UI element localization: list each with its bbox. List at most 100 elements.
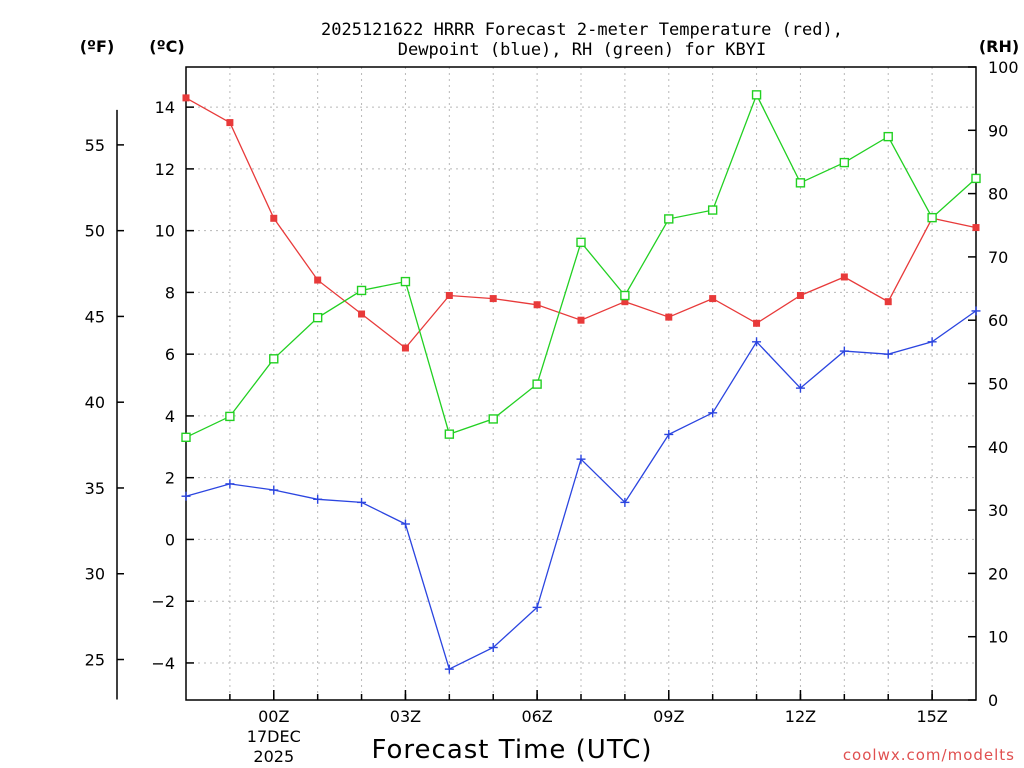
x-tick-label: 15Z	[916, 707, 947, 726]
celsius-tick-label: −2	[151, 592, 175, 611]
x-tick-label: 03Z	[390, 707, 421, 726]
dewpoint-point	[708, 408, 718, 418]
dewpoint-point	[620, 497, 630, 507]
plot-frame	[185, 66, 977, 701]
dewpoint-point	[839, 346, 849, 356]
dewpoint-point	[400, 519, 410, 529]
x-axis-label: Forecast Time (UTC)	[371, 735, 652, 765]
series-line-temperature	[185, 97, 977, 349]
x-tick-sublabel: 2025	[253, 747, 294, 766]
rh-tick-label: 100	[988, 58, 1019, 77]
temperature-point	[884, 298, 892, 306]
dewpoint-point	[883, 349, 893, 359]
chart-title-line-1: 2025121622 HRRR Forecast 2-meter Tempera…	[321, 20, 843, 40]
temperature-point	[489, 295, 497, 303]
data-series	[181, 90, 981, 674]
axes	[116, 66, 977, 701]
dewpoint-point	[576, 454, 586, 464]
dewpoint-point	[225, 479, 235, 489]
x-tick-label: 00Z	[258, 707, 289, 726]
celsius-tick-label: 6	[165, 345, 175, 364]
rh-point	[181, 432, 191, 443]
rh-tick-label: 80	[988, 185, 1008, 204]
series-rh	[181, 90, 981, 443]
temperature-point	[401, 344, 409, 352]
temperature-point	[226, 119, 234, 127]
rh-tick-label: 70	[988, 248, 1008, 267]
dewpoint-point	[181, 491, 191, 501]
temperature-point	[445, 291, 453, 299]
chart-title-line-2: Dewpoint (blue), RH (green) for KBYI	[398, 40, 766, 60]
rh-point	[444, 429, 455, 439]
temperature-point	[621, 298, 629, 306]
dewpoint-point	[357, 497, 367, 507]
dewpoint-point	[269, 485, 279, 495]
temperature-point	[840, 273, 848, 281]
rh-point	[971, 173, 981, 184]
dewpoint-point	[664, 429, 674, 439]
rh-point	[356, 285, 367, 296]
grid-lines	[186, 67, 976, 700]
temperature-point	[358, 310, 366, 318]
rh-point	[664, 214, 674, 224]
rh-point	[488, 414, 498, 424]
fahrenheit-tick-label: 55	[85, 136, 105, 155]
fahrenheit-tick-label: 50	[85, 222, 105, 241]
tick-labels: 25 30 35 40 45 50 55 −4 −2 0 2 4 6 8 10 12 14 0 10 20 30 40 50…	[85, 58, 1019, 766]
temperature-point	[665, 313, 673, 321]
temperature-point	[753, 319, 761, 327]
credit-text: coolwx.com/modelts	[843, 746, 1015, 764]
temperature-point	[972, 224, 980, 232]
rh-point	[620, 290, 630, 301]
dewpoint-point	[971, 306, 981, 316]
x-tick-label: 12Z	[785, 707, 816, 726]
temperature-point	[182, 94, 190, 102]
dewpoint-point	[313, 494, 323, 504]
dewpoint-point	[532, 602, 542, 612]
rh-point	[400, 276, 411, 287]
temperature-point	[577, 316, 585, 324]
x-tick-sublabel: 17DEC	[247, 727, 301, 746]
rh-tick-label: 40	[988, 438, 1008, 457]
fahrenheit-tick-label: 40	[85, 393, 105, 412]
temperature-point	[314, 276, 322, 284]
temperature-point	[709, 295, 717, 303]
celsius-tick-label: 12	[155, 160, 175, 179]
series-temperature	[182, 94, 980, 352]
series-dewpoint	[181, 306, 981, 674]
celsius-tick-label: 8	[165, 283, 175, 302]
dewpoint-point	[488, 643, 498, 653]
series-line-dewpoint	[185, 310, 977, 671]
celsius-tick-label: 4	[165, 407, 175, 426]
dewpoint-point	[927, 337, 937, 347]
celsius-tick-label: 2	[165, 469, 175, 488]
fahrenheit-tick-label: 45	[85, 307, 105, 326]
temperature-point	[533, 301, 541, 309]
rh-point	[225, 411, 235, 422]
temperature-point	[270, 214, 278, 222]
rh-point	[312, 312, 323, 323]
temperature-point	[796, 291, 804, 299]
dewpoint-point	[752, 337, 762, 347]
rh-point	[751, 90, 762, 100]
rh-tick-label: 20	[988, 564, 1008, 583]
rh-unit-label: (RH)	[979, 37, 1019, 56]
celsius-tick-label: 0	[165, 530, 175, 549]
x-tick-label: 09Z	[653, 707, 684, 726]
rh-point	[927, 212, 937, 223]
rh-point	[795, 178, 806, 188]
fahrenheit-tick-label: 30	[85, 565, 105, 584]
rh-point	[883, 131, 893, 142]
dewpoint-point	[444, 664, 454, 674]
dewpoint-point	[795, 383, 805, 393]
x-tick-label: 06Z	[521, 707, 552, 726]
celsius-tick-label: −4	[151, 654, 175, 673]
fahrenheit-tick-label: 25	[85, 651, 105, 670]
fahrenheit-unit-label: (ºF)	[80, 37, 115, 56]
rh-tick-label: 0	[988, 691, 998, 710]
rh-point	[576, 237, 586, 248]
rh-tick-label: 50	[988, 375, 1008, 394]
celsius-tick-label: 14	[155, 98, 175, 117]
rh-point	[532, 379, 542, 389]
